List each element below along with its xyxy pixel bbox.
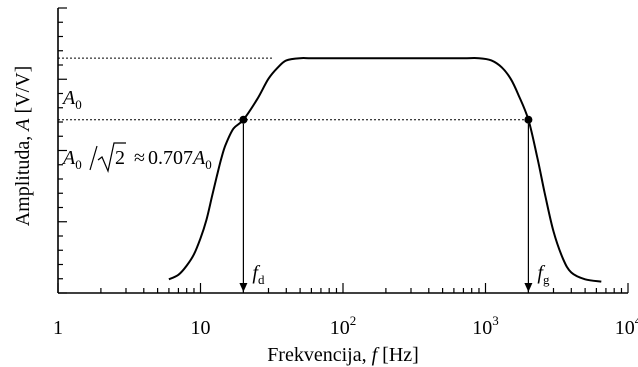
upper-cutoff-label: fg (537, 262, 550, 287)
cutoff-label: A0 2 ≈0.707A0 (61, 142, 212, 173)
amplitude-curve (168, 57, 602, 283)
svg-text:≈0.707A0: ≈0.707A0 (134, 147, 212, 172)
upper-cutoff-point (524, 115, 533, 124)
x-axis-ticks (57, 283, 629, 293)
x-tick-label: 102 (330, 313, 357, 339)
a0-label: A0 (61, 87, 82, 112)
svg-text:2: 2 (115, 147, 125, 169)
x-tick-label: 10 (191, 317, 211, 339)
y-axis-ticks (58, 7, 67, 294)
lower-cutoff-point (239, 115, 248, 124)
x-tick-labels: 1 10 102 103 104 (53, 313, 638, 339)
x-tick-label: 1 (53, 317, 63, 339)
x-tick-label: 103 (472, 313, 499, 339)
x-axis-title: Frekvencija, f [Hz] (267, 344, 419, 366)
svg-text:A0: A0 (61, 147, 82, 172)
y-axis-title: Amplituda, A [V/V] (12, 66, 34, 227)
lower-cutoff-label: fd (252, 262, 265, 287)
x-tick-label: 104 (615, 313, 638, 339)
